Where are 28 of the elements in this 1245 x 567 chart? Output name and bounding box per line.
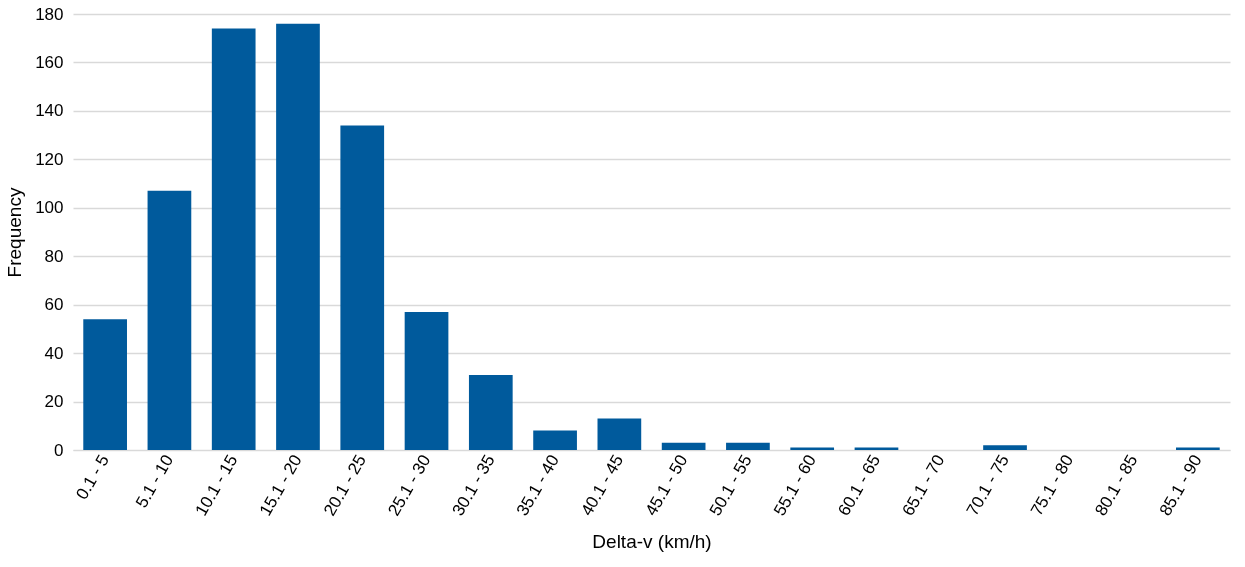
y-tick-label: 180 [35, 4, 64, 24]
bar [340, 125, 385, 450]
x-tick-label: 0.1 - 5 [72, 451, 113, 503]
y-tick-label: 140 [35, 101, 64, 121]
y-tick-label: 60 [44, 295, 64, 315]
y-tick-label: 0 [54, 440, 64, 460]
y-tick-label: 80 [44, 246, 64, 266]
bar [597, 418, 642, 450]
bar [533, 430, 577, 450]
bar [83, 319, 127, 450]
y-tick-label: 20 [44, 392, 64, 412]
x-tick-label: 70.1 - 75 [962, 451, 1013, 520]
x-axis-title: Delta-v (km/h) [592, 530, 712, 552]
y-axis-title: Frequency [4, 187, 26, 278]
bar [983, 445, 1027, 450]
bar [211, 28, 256, 450]
bar [726, 442, 770, 450]
bar [404, 311, 449, 450]
bar [147, 190, 192, 450]
y-tick-label: 120 [35, 149, 64, 169]
bar [276, 23, 320, 450]
bar [468, 374, 513, 450]
x-tick-label: 75.1 - 80 [1027, 451, 1078, 520]
x-tick-label: 5.1 - 10 [131, 451, 178, 511]
y-tick-label: 100 [35, 198, 64, 218]
y-tick-label: 40 [44, 343, 64, 363]
bar [661, 442, 706, 450]
y-tick-label: 160 [35, 52, 64, 72]
